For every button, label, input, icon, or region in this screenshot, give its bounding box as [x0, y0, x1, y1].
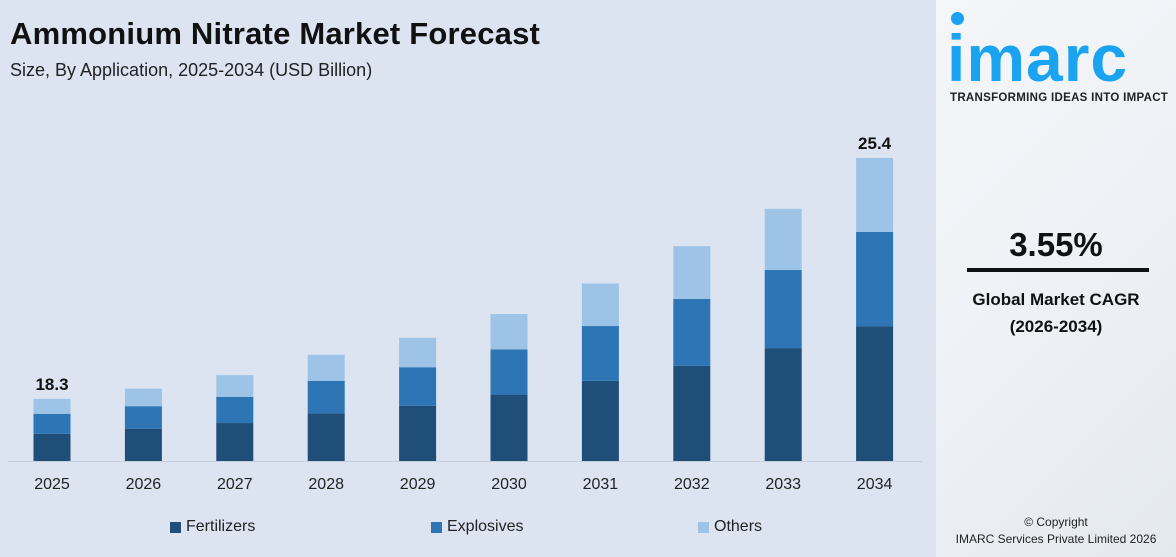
- info-panel: [936, 0, 1176, 557]
- stacked-bar-chart: 2025 18.3 2026 2027 2028 2029 2030 2031 2032 2033…: [8, 134, 922, 493]
- cagr-label-line1: Global Market CAGR: [972, 290, 1140, 309]
- x-tick-label: 2029: [400, 476, 436, 493]
- bar-segment-fertilizers-2028: [307, 413, 345, 461]
- cagr-label: Global Market CAGR (2026-2034): [936, 286, 1176, 340]
- x-tick-label: 2031: [583, 476, 619, 493]
- bar-segment-explosives-2028: [307, 380, 345, 414]
- cagr-label-line2: (2026-2034): [1009, 317, 1103, 336]
- bar-segment-others-2034: [856, 157, 894, 232]
- bar-segment-fertilizers-2027: [216, 423, 254, 461]
- legend-swatch: [170, 521, 181, 533]
- cagr-divider: [967, 268, 1149, 272]
- x-tick-label: 2025: [34, 476, 70, 493]
- bar-segment-fertilizers-2033: [764, 348, 802, 461]
- logo-dot: [951, 12, 964, 25]
- bar-segment-others-2031: [581, 283, 619, 327]
- bar-segment-explosives-2034: [856, 231, 894, 327]
- data-label: 18.3: [35, 375, 68, 394]
- bar-segment-fertilizers-2030: [490, 394, 528, 461]
- cagr-value: 3.55%: [1009, 226, 1103, 263]
- legend-swatch: [698, 521, 709, 533]
- bar-segment-explosives-2027: [216, 396, 254, 424]
- bar-segment-explosives-2033: [764, 270, 802, 349]
- bar-segment-others-2030: [490, 314, 528, 350]
- x-tick-label: 2034: [857, 476, 893, 493]
- data-label: 25.4: [858, 134, 892, 153]
- bar-segment-others-2029: [399, 337, 437, 368]
- legend-item-others: Others: [698, 518, 762, 536]
- bar-segment-others-2025: [33, 398, 71, 414]
- legend-label: Fertilizers: [186, 518, 256, 535]
- bar-segment-explosives-2029: [399, 367, 437, 406]
- bar-segment-explosives-2032: [673, 298, 711, 366]
- x-tick-label: 2026: [126, 476, 162, 493]
- bar-segment-fertilizers-2034: [856, 326, 894, 461]
- bar-segment-fertilizers-2026: [124, 428, 162, 461]
- bar-segment-others-2033: [764, 208, 802, 271]
- bar-segment-others-2027: [216, 375, 254, 397]
- page-title: Ammonium Nitrate Market Forecast: [10, 16, 541, 51]
- bar-segment-explosives-2030: [490, 349, 528, 395]
- bar-segment-fertilizers-2032: [673, 365, 711, 461]
- company-line: IMARC Services Private Limited 2026: [955, 532, 1157, 546]
- bar-segment-fertilizers-2025: [33, 433, 71, 461]
- imarc-logo: imarc: [947, 21, 1129, 95]
- bar-segment-others-2028: [307, 354, 345, 381]
- x-tick-label: 2032: [674, 476, 710, 493]
- legend-swatch: [431, 521, 442, 533]
- bar-segment-explosives-2026: [124, 406, 162, 429]
- legend-label: Others: [714, 518, 763, 535]
- bar-segment-others-2032: [673, 246, 711, 299]
- legend-label: Explosives: [447, 518, 524, 535]
- copyright: © Copyright IMARC Services Private Limite…: [936, 514, 1176, 548]
- bar-segment-explosives-2025: [33, 413, 71, 434]
- x-tick-label: 2033: [765, 476, 801, 493]
- legend-item-fertilizers: Fertilizers: [170, 518, 255, 536]
- copyright-line: © Copyright: [1024, 515, 1088, 529]
- x-tick-label: 2027: [217, 476, 253, 493]
- bar-segment-fertilizers-2031: [581, 380, 619, 461]
- bar-segment-others-2026: [124, 388, 162, 407]
- logo-tagline: TRANSFORMING IDEAS INTO IMPACT: [950, 92, 1169, 104]
- x-tick-label: 2030: [491, 476, 527, 493]
- page-subtitle: Size, By Application, 2025-2034 (USD Bil…: [10, 60, 373, 80]
- bar-segment-fertilizers-2029: [399, 405, 437, 461]
- legend-item-explosives: Explosives: [431, 518, 523, 536]
- bar-segment-explosives-2031: [581, 326, 619, 381]
- x-tick-label: 2028: [308, 476, 344, 493]
